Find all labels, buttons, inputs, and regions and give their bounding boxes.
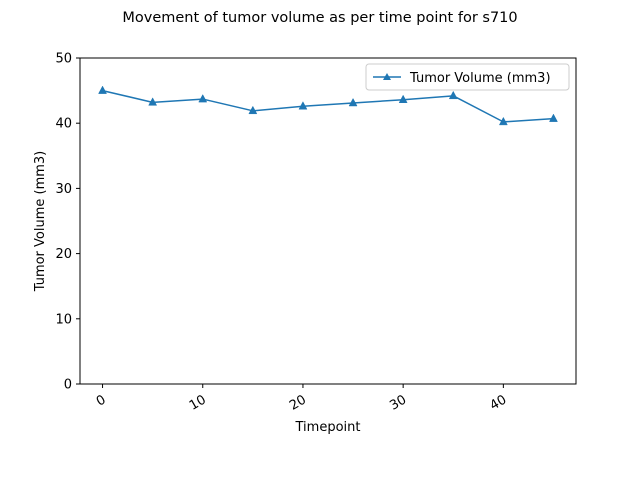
data-point-marker (348, 97, 358, 107)
y-tick-label: 40 (55, 117, 72, 132)
axis-ticks: 0 10 20 30 40 50 0 10 20 30 40 (55, 52, 509, 414)
x-tick-label: 20 (287, 392, 309, 413)
x-tick-label: 30 (387, 392, 409, 413)
y-tick-label: 0 (64, 378, 72, 393)
data-point-marker (498, 116, 508, 126)
legend-label: Tumor Volume (mm3) (409, 71, 551, 86)
chart-title: Movement of tumor volume as per time poi… (122, 10, 517, 26)
data-point-marker (148, 97, 158, 106)
plot-frame (79, 57, 577, 385)
y-tick-label: 50 (55, 52, 72, 67)
series-line (102, 89, 554, 123)
legend: Tumor Volume (mm3) (365, 63, 570, 91)
y-axis-label: Tumor Volume (mm3) (33, 151, 48, 293)
legend-box (365, 63, 570, 91)
y-tick-label: 30 (55, 182, 72, 197)
data-point-marker (98, 85, 107, 94)
data-point-marker (448, 90, 458, 100)
data-point-marker (549, 113, 558, 122)
y-tick-label: 20 (55, 247, 72, 262)
x-tick-label: 10 (187, 392, 209, 413)
data-point-marker (248, 105, 258, 115)
legend-marker-swatch (383, 73, 391, 80)
data-point-marker (398, 94, 408, 103)
x-tick-label: 40 (488, 392, 510, 413)
x-tick-label: 0 (94, 392, 109, 409)
x-axis-label: Timepoint (295, 420, 361, 435)
y-tick-label: 10 (55, 312, 72, 327)
series-layer (98, 85, 558, 126)
data-point-marker (198, 94, 208, 103)
data-point-marker (298, 101, 308, 110)
